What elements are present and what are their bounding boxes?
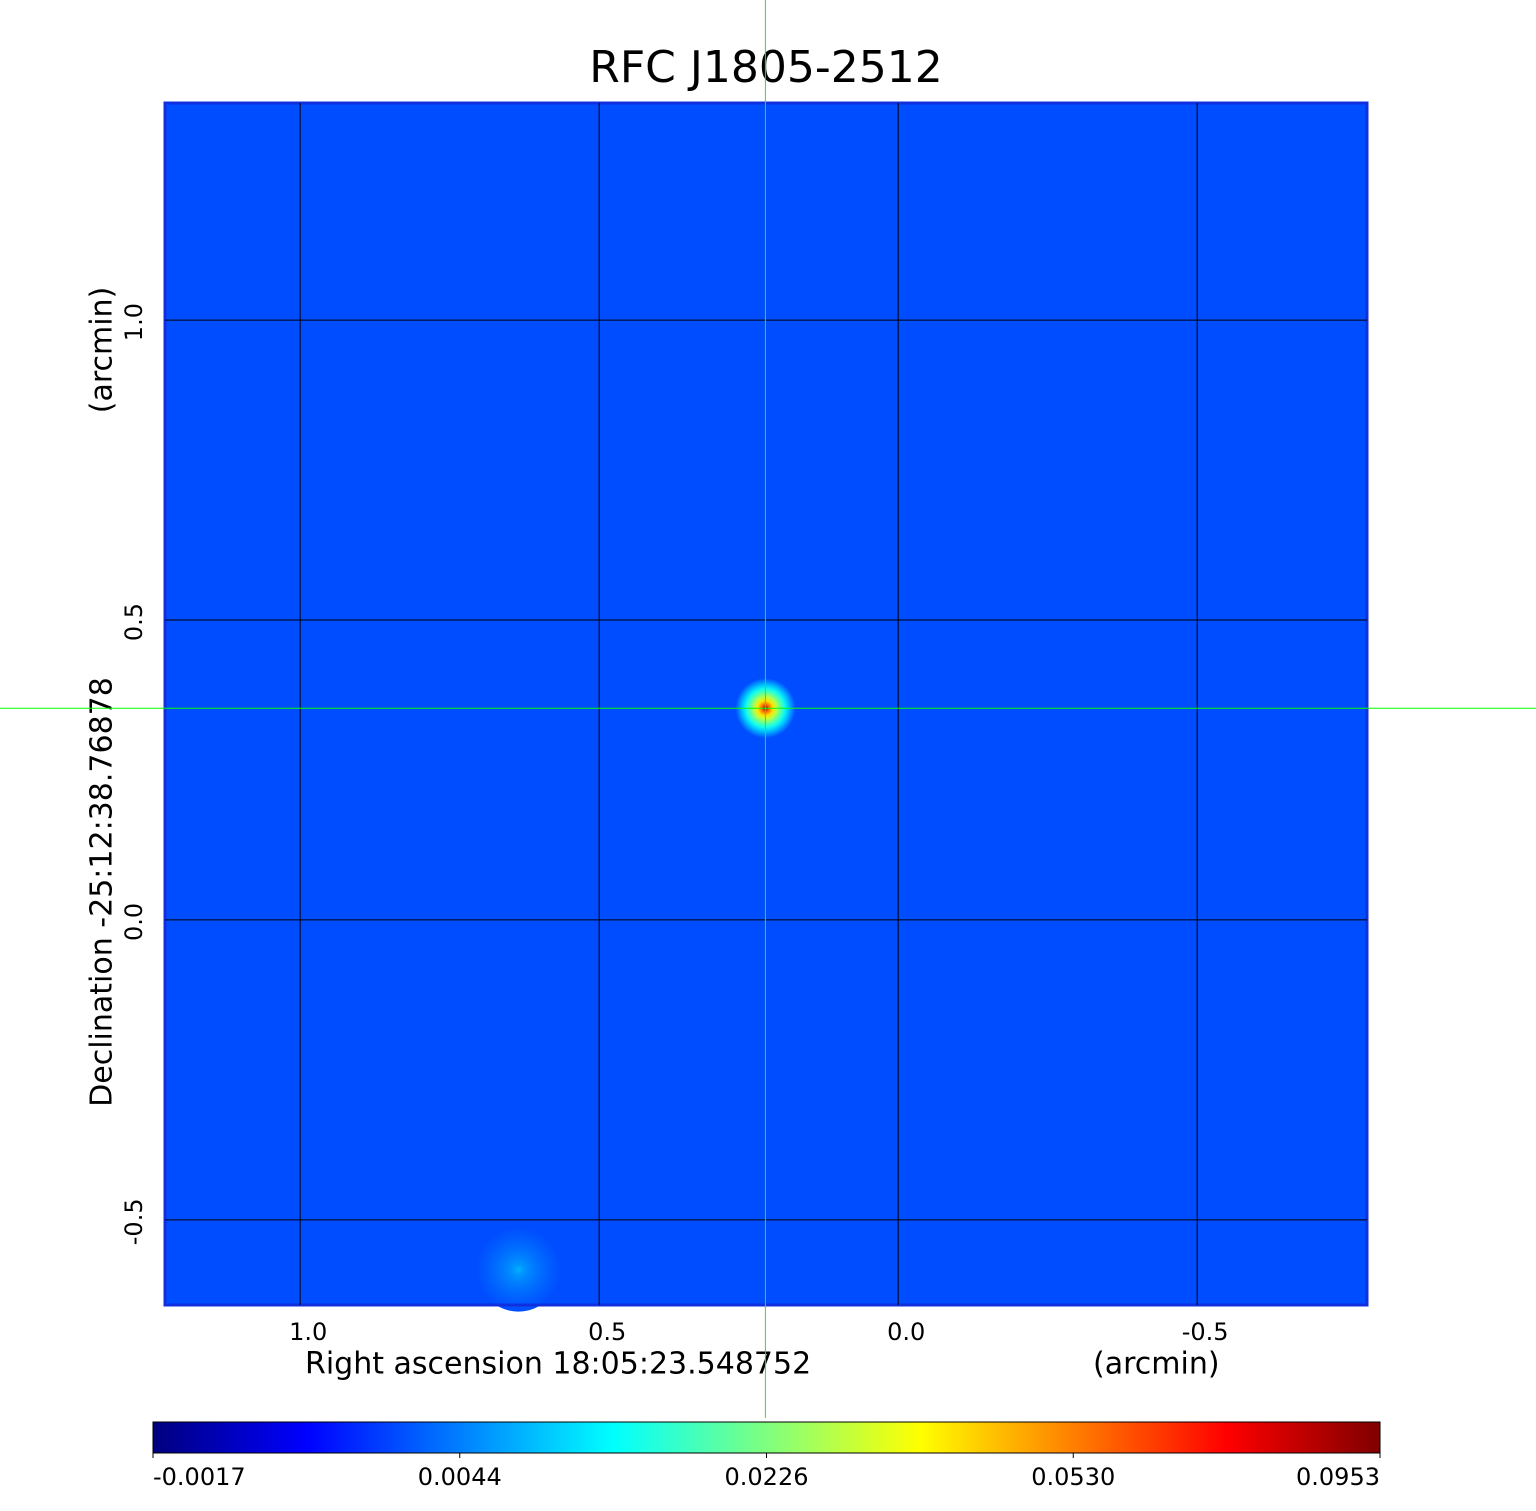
x-axis-label: Right ascension 18:05:23.548752 bbox=[305, 1347, 811, 1382]
x-axis-unit: (arcmin) bbox=[1093, 1347, 1220, 1382]
x-tick-label: 0.5 bbox=[588, 1318, 626, 1346]
colorbar-tick-label: -0.0017 bbox=[153, 1463, 246, 1491]
source bbox=[476, 1227, 561, 1312]
colorbar-tick-label: 0.0044 bbox=[418, 1463, 502, 1491]
x-tick-label: -0.5 bbox=[1182, 1318, 1229, 1346]
y-tick-label: 1.0 bbox=[120, 303, 148, 341]
y-tick-label: 0.5 bbox=[120, 603, 148, 641]
colorbar bbox=[152, 1421, 1381, 1454]
x-tick-label: 0.0 bbox=[887, 1318, 925, 1346]
colorbar-tick-label: 0.0953 bbox=[1296, 1463, 1380, 1491]
colorbar-tick-label: 0.0226 bbox=[725, 1463, 809, 1491]
y-axis-unit: (arcmin) bbox=[85, 287, 120, 414]
colorbar-tick-label: 0.0530 bbox=[1031, 1463, 1115, 1491]
y-tick-label: 0.0 bbox=[120, 903, 148, 941]
y-axis-label: Declination -25:12:38.76878 bbox=[85, 677, 120, 1107]
plot-frame bbox=[163, 101, 1369, 1307]
x-tick-label: 1.0 bbox=[289, 1318, 327, 1346]
chart-title: RFC J1805-2512 bbox=[589, 42, 942, 93]
y-tick-label: -0.5 bbox=[120, 1198, 148, 1245]
